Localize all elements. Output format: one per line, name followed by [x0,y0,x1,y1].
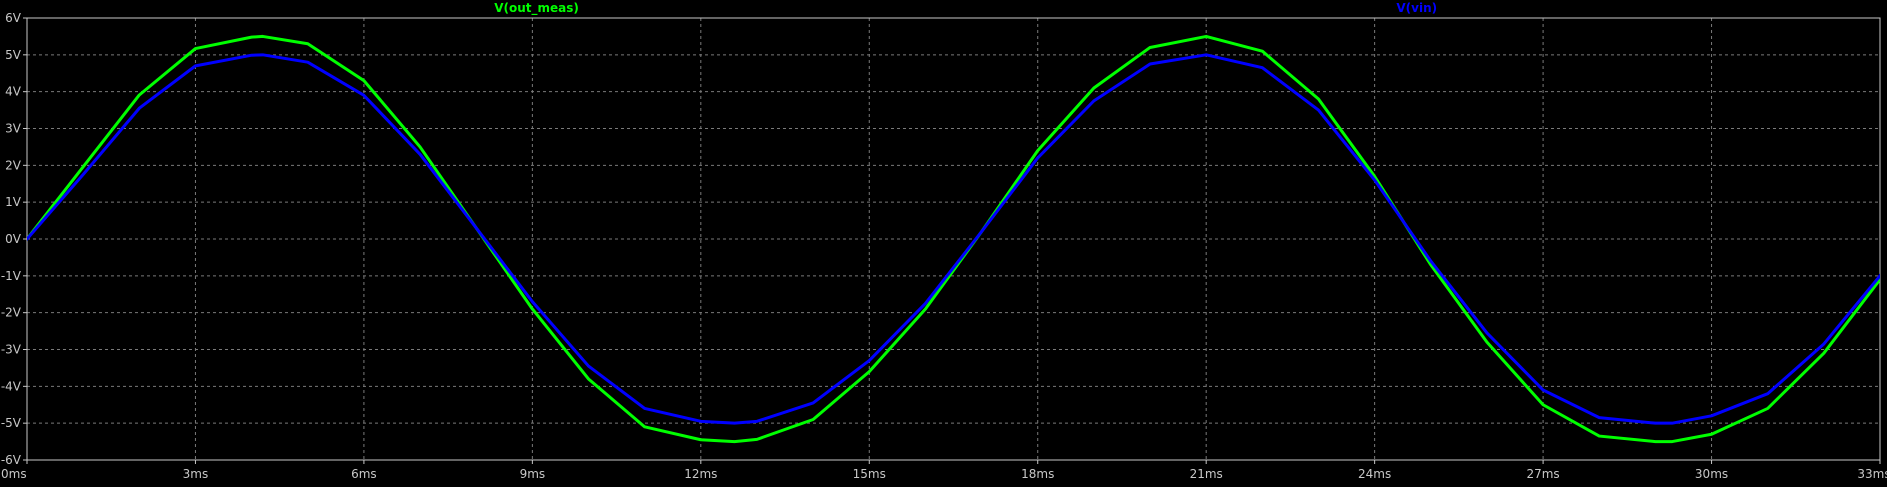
y-tick-label: -1V [1,269,22,283]
x-axis-ticks: 0ms 3ms 6ms 9ms 12ms 15ms 18ms 21ms 24ms 27ms 30ms… [1,460,1887,481]
x-tick-label: 30ms [1695,467,1728,481]
y-tick-label: -5V [1,416,22,430]
y-tick-label: -2V [1,306,22,320]
traces [27,34,1880,444]
y-tick-label: 4V [5,85,22,99]
y-tick-label: 1V [5,195,22,209]
x-tick-label: 6ms [351,467,377,481]
x-tick-label: 9ms [520,467,546,481]
legend-entry-v-vin: V(vin) [1396,1,1437,15]
y-tick-label: 3V [5,122,22,136]
y-tick-label: 0V [5,232,22,246]
y-axis-ticks: 6V 5V 4V 3V 2V 1V 0V -1V -2V -3V -4V -5V -6V [1,11,27,467]
y-tick-label: 5V [5,48,22,62]
x-tick-label: 33ms [1857,467,1887,481]
legend: V(out_meas) V(vin) [494,1,1437,16]
grid-lines [27,18,1880,460]
y-tick-label: -4V [1,379,22,393]
x-tick-label: 0ms [1,467,27,481]
y-tick-label: 2V [5,158,22,172]
x-tick-label: 18ms [1021,467,1054,481]
x-tick-label: 27ms [1526,467,1559,481]
legend-entry-v-out-meas: V(out_meas) [494,1,579,16]
x-tick-label: 3ms [183,467,209,481]
y-tick-label: -3V [1,343,22,357]
x-tick-label: 15ms [853,467,886,481]
series-line-v-vin [27,53,1880,425]
x-tick-label: 12ms [684,467,717,481]
y-tick-label: 6V [5,11,22,25]
x-tick-label: 24ms [1358,467,1391,481]
series-line-v-out-meas [27,34,1880,444]
x-tick-label: 21ms [1190,467,1223,481]
y-tick-label: -6V [1,453,22,467]
